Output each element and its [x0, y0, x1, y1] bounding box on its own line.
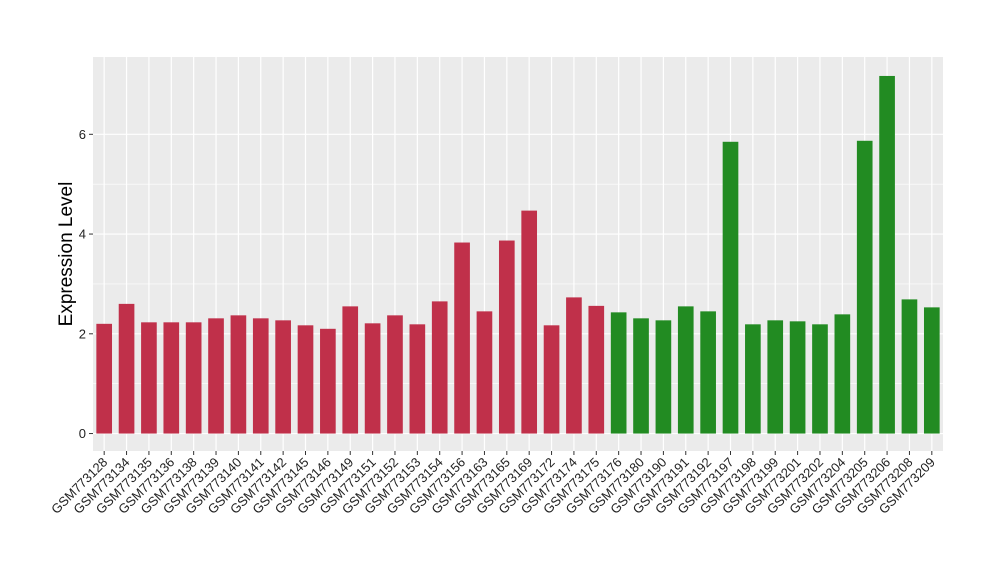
bar-GSM773165	[498, 240, 515, 434]
y-tick-label: 4	[79, 227, 86, 242]
bar-GSM773192	[700, 311, 716, 434]
bar-GSM773134	[118, 303, 135, 434]
y-tick-label: 6	[79, 127, 86, 142]
x-axis: GSM773128GSM773134GSM773135GSM773136GSM7…	[48, 451, 938, 517]
y-tick-label: 0	[79, 426, 86, 441]
bar-GSM773172	[543, 325, 560, 434]
bar-GSM773205	[856, 140, 873, 434]
bar-GSM773139	[208, 318, 224, 434]
bar-GSM773153	[409, 324, 426, 434]
bar-GSM773201	[789, 321, 806, 434]
bar-GSM773198	[745, 324, 761, 434]
bar-GSM773128	[96, 323, 113, 434]
bar-GSM773175	[588, 305, 605, 434]
bar-GSM773202	[812, 324, 828, 434]
bar-GSM773145	[297, 325, 314, 434]
bar-GSM773136	[163, 322, 180, 434]
bar-GSM773199	[767, 320, 784, 434]
bar-GSM773197	[722, 141, 739, 434]
bar-GSM773151	[364, 323, 381, 434]
y-tick-label: 2	[79, 326, 86, 341]
bar-GSM773154	[431, 301, 448, 434]
bar-GSM773140	[230, 315, 247, 434]
y-axis-title: Expression Level	[56, 182, 77, 327]
bar-GSM773204	[834, 314, 851, 434]
bar-GSM773190	[655, 320, 672, 434]
bar-GSM773206	[879, 75, 895, 434]
bar-GSM773209	[923, 307, 940, 434]
bar-GSM773142	[275, 320, 291, 434]
y-axis: 0 2 4 6	[79, 127, 93, 441]
bar-GSM773149	[342, 306, 359, 434]
bars	[96, 75, 940, 434]
bar-GSM773138	[185, 322, 202, 434]
bar-GSM773135	[141, 322, 157, 434]
bar-GSM773180	[633, 318, 649, 434]
bar-GSM773152	[387, 315, 403, 434]
bar-GSM773191	[677, 306, 694, 434]
bar-GSM773176	[610, 312, 627, 434]
bar-GSM773146	[320, 328, 336, 434]
bar-GSM773169	[521, 210, 538, 434]
bar-GSM773141	[252, 318, 269, 434]
bar-GSM773174	[566, 297, 582, 434]
bar-GSM773208	[901, 299, 918, 434]
bar-GSM773156	[454, 242, 470, 434]
bar-GSM773163	[476, 311, 493, 434]
